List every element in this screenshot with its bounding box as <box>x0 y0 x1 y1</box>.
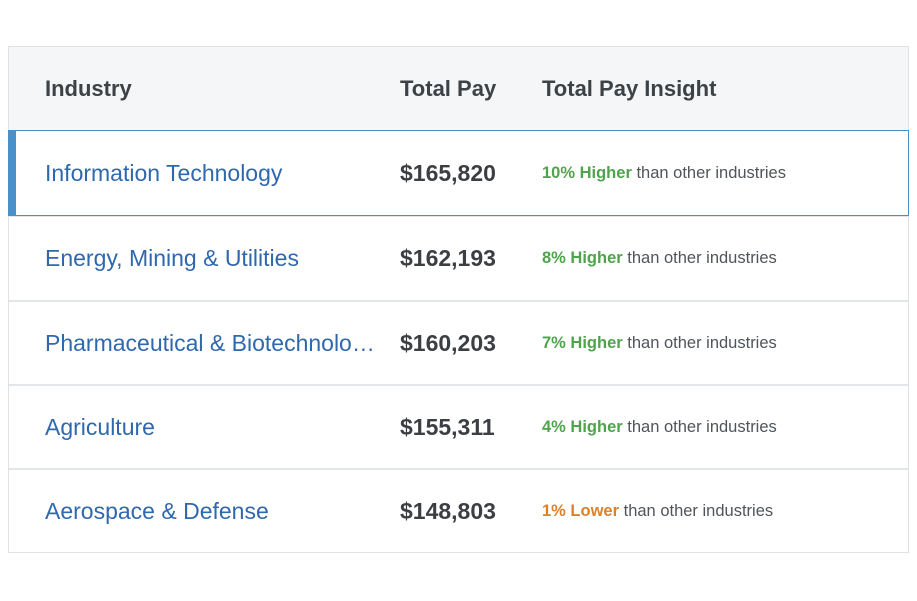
total-pay-value: $162,193 <box>400 245 496 271</box>
pay-insight: 7% Higher than other industries <box>542 334 902 353</box>
pay-insight: 10% Higher than other industries <box>542 164 902 183</box>
industry-link[interactable]: Energy, Mining & Utilities <box>45 245 299 271</box>
pay-insight: 4% Higher than other industries <box>542 418 902 437</box>
industry-link[interactable]: Pharmaceutical & Biotechnolo… <box>45 329 375 356</box>
table-row[interactable]: Agriculture $155,311 4% Higher than othe… <box>9 384 908 468</box>
pay-insight-suffix: than other industries <box>622 417 777 436</box>
table-row[interactable]: Aerospace & Defense $148,803 1% Lower th… <box>9 468 908 552</box>
industry-link[interactable]: Aerospace & Defense <box>45 497 269 524</box>
industry-pay-table: Industry Total Pay Total Pay Insight Inf… <box>8 46 909 553</box>
table-header: Industry Total Pay Total Pay Insight <box>9 47 908 131</box>
pay-insight: 8% Higher than other industries <box>542 249 902 268</box>
column-header-total-pay: Total Pay <box>400 76 497 101</box>
column-header-industry: Industry <box>45 76 132 101</box>
pay-insight-suffix: than other industries <box>631 163 786 182</box>
pay-insight-suffix: than other industries <box>622 249 777 267</box>
industry-link[interactable]: Information Technology <box>45 159 283 186</box>
pay-insight-suffix: than other industries <box>622 333 777 352</box>
table-row[interactable]: Information Technology $165,820 10% High… <box>8 130 909 216</box>
total-pay-value: $165,820 <box>400 159 496 186</box>
pay-insight-percent: 4% Higher <box>542 417 623 436</box>
total-pay-value: $160,203 <box>400 329 496 356</box>
table-row[interactable]: Pharmaceutical & Biotechnolo… $160,203 7… <box>9 300 908 384</box>
selected-row-indicator <box>8 130 16 216</box>
table-row[interactable]: Energy, Mining & Utilities $162,193 8% H… <box>9 216 908 300</box>
industry-link[interactable]: Agriculture <box>45 413 155 440</box>
total-pay-value: $155,311 <box>400 413 495 440</box>
pay-insight-percent: 7% Higher <box>542 333 623 352</box>
pay-insight-percent: 8% Higher <box>542 249 623 267</box>
total-pay-value: $148,803 <box>400 497 496 524</box>
pay-insight: 1% Lower than other industries <box>542 502 902 521</box>
pay-insight-suffix: than other industries <box>619 501 774 520</box>
pay-insight-percent: 10% Higher <box>542 163 632 182</box>
column-header-insight: Total Pay Insight <box>542 76 717 101</box>
pay-insight-percent: 1% Lower <box>542 501 620 520</box>
